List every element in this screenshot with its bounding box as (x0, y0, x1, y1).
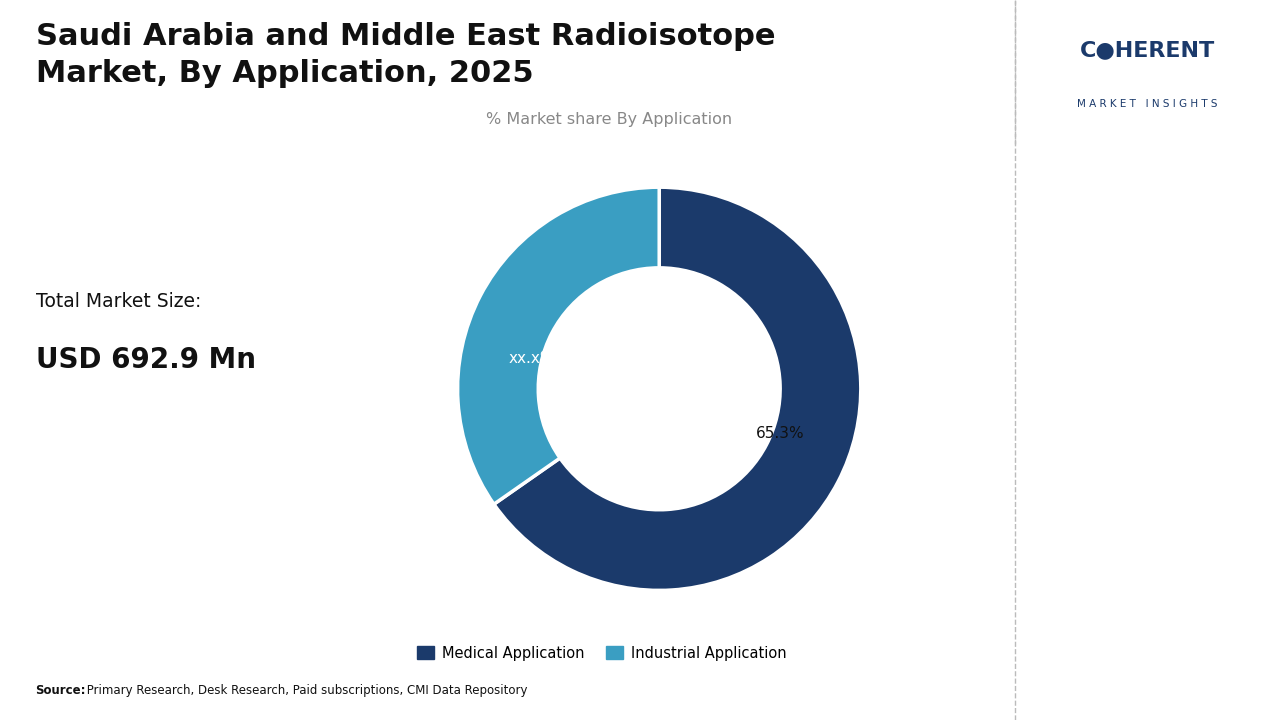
Text: 65.3%: 65.3% (1042, 181, 1196, 225)
Wedge shape (494, 187, 860, 590)
Text: Total Market Size:: Total Market Size: (36, 292, 201, 310)
Text: M A R K E T   I N S I G H T S: M A R K E T I N S I G H T S (1078, 99, 1217, 109)
Text: C●HERENT: C●HERENT (1080, 40, 1215, 60)
Text: Saudi Arabia
and Middle
East
Radioisotope
Market: Saudi Arabia and Middle East Radioisotop… (1042, 420, 1203, 601)
Text: % Market share By Application: % Market share By Application (486, 112, 732, 127)
Text: USD 692.9 Mn: USD 692.9 Mn (36, 346, 256, 374)
Legend: Medical Application, Industrial Application: Medical Application, Industrial Applicat… (411, 640, 792, 667)
Text: 65.3%: 65.3% (756, 426, 804, 441)
Text: xx.x%: xx.x% (509, 351, 556, 366)
Text: Primary Research, Desk Research, Paid subscriptions, CMI Data Repository: Primary Research, Desk Research, Paid su… (83, 684, 527, 697)
Wedge shape (458, 187, 659, 504)
Text: Medical Application: Medical Application (1042, 251, 1210, 266)
Text: Application - Estimated
Market Revenue Share,
2025: Application - Estimated Market Revenue S… (1042, 291, 1203, 348)
Text: Source:: Source: (36, 684, 86, 697)
Text: Saudi Arabia and Middle East Radioisotope
Market, By Application, 2025: Saudi Arabia and Middle East Radioisotop… (36, 22, 774, 88)
